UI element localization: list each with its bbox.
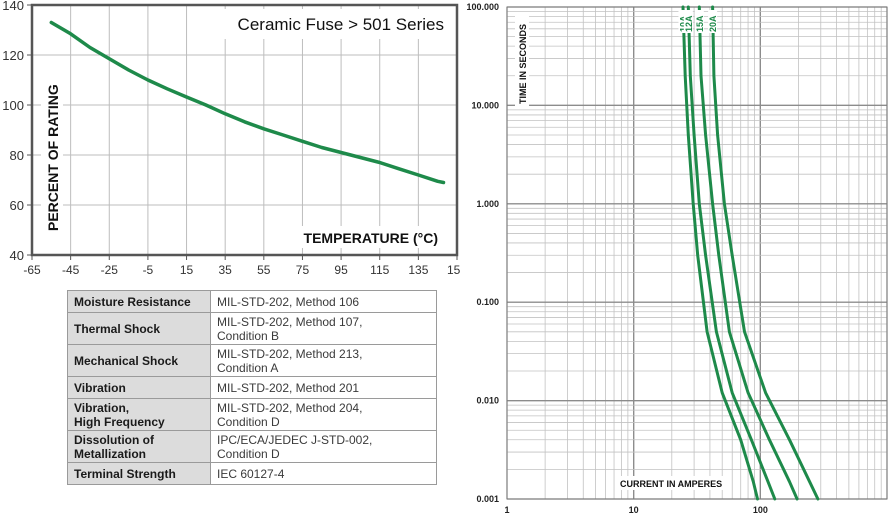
x-tick-label: -45: [62, 263, 80, 277]
row-value: MIL-STD-202, Method 204, Condition D: [210, 398, 437, 431]
y-tick-label: 10.000: [471, 100, 499, 110]
derating-xlabel: TEMPERATURE (°C): [304, 230, 438, 246]
derating-series: [49, 20, 446, 185]
tcc-series-label: 20A: [708, 15, 718, 32]
table-row: Vibration, High Frequency MIL-STD-202, Me…: [67, 398, 437, 431]
tcc-xlabel-box: [616, 476, 730, 490]
x-tick-label: 95: [334, 263, 348, 277]
derating-grid: [31, 4, 458, 256]
y-tick-label: 140: [2, 0, 24, 13]
tcc-ylabel: TIME IN SECONDS: [518, 24, 528, 104]
derating-ticks: -65 -45 -25 -5 15 35 55 75 95 115 135 155 40 60 80 100 1…: [2, 0, 460, 277]
x-tick-label: 15: [180, 263, 194, 277]
tcc-series-label-box: [683, 10, 693, 33]
y-tick-label: 60: [10, 198, 24, 213]
row-value: IPC/ECA/JEDEC J-STD-002, Condition D: [210, 430, 437, 463]
row-value: MIL-STD-202, Method 106: [210, 290, 437, 313]
y-tick-label: 0.010: [476, 396, 499, 406]
tcc-plot-frame: [506, 6, 888, 500]
x-tick-label: 35: [219, 263, 233, 277]
time-current-chart: 1 10 100100.00010.0001.0000.1000.0100.001 …: [466, 2, 888, 515]
x-tick-label: -65: [23, 263, 41, 277]
tcc-xlabel: CURRENT IN AMPERES: [620, 479, 722, 489]
table-row: Dissolution of Metallization IPC/ECA/JEDE…: [67, 430, 437, 463]
derating-title: Ceramic Fuse > 501 Series: [238, 15, 444, 34]
x-tick-label: 75: [296, 263, 310, 277]
tcc-series-label-box: [678, 10, 688, 33]
derating-xlabel-box: [292, 226, 444, 248]
tcc-curve: [686, 5, 777, 501]
y-tick-label: 40: [10, 248, 24, 263]
row-value: MIL-STD-202, Method 201: [210, 376, 437, 399]
tcc-series-label: 10A: [678, 15, 688, 32]
derating-chart: -65 -45 -25 -5 15 35 55 75 95 115 135 155 40 60 80 100 1…: [2, 0, 460, 277]
x-tick-label: 155: [447, 263, 460, 277]
derating-plot-frame: [30, 3, 459, 257]
row-label: Mechanical Shock: [67, 344, 211, 377]
tcc-series-label-box: [708, 10, 718, 33]
tcc-series-label: 15A: [695, 15, 705, 32]
y-tick-label: 80: [10, 148, 24, 163]
x-tick-label: -5: [143, 263, 154, 277]
y-tick-label: 120: [2, 48, 24, 63]
row-value: MIL-STD-202, Method 213, Condition A: [210, 344, 437, 377]
tcc-curve: [697, 5, 799, 501]
tcc-ylabel-box: [515, 15, 529, 107]
derating-curve: [49, 20, 446, 185]
row-value: MIL-STD-202, Method 107, Condition B: [210, 312, 437, 345]
x-tick-label: 1: [504, 505, 509, 515]
environmental-spec-table: Moisture Resistance MIL-STD-202, Method …: [67, 290, 437, 485]
row-label: Thermal Shock: [67, 312, 211, 345]
row-label: Dissolution of Metallization: [67, 430, 211, 463]
table-row: Terminal Strength IEC 60127-4: [67, 462, 437, 485]
y-tick-label: 0.100: [476, 297, 499, 307]
tcc-series-label: 12A: [684, 15, 694, 32]
x-tick-label: 10: [629, 505, 639, 515]
x-tick-label: 100: [753, 505, 768, 515]
x-tick-label: 55: [257, 263, 271, 277]
tcc-curve: [681, 5, 759, 501]
y-tick-label: 100: [2, 98, 24, 113]
y-tick-label: 100.000: [466, 2, 499, 12]
table-row: Mechanical Shock MIL-STD-202, Method 213…: [67, 344, 437, 377]
table-row: Thermal Shock MIL-STD-202, Method 107, Co…: [67, 312, 437, 345]
derating-ylabel: PERCENT OF RATING: [45, 84, 61, 231]
tcc-curve: [711, 5, 820, 501]
y-tick-label: 1.000: [476, 199, 499, 209]
row-value: IEC 60127-4: [210, 462, 437, 485]
row-label: Terminal Strength: [67, 462, 211, 485]
row-label: Moisture Resistance: [67, 290, 211, 313]
row-label: Vibration, High Frequency: [67, 398, 211, 431]
y-tick-label: 0.001: [476, 494, 499, 504]
x-tick-label: -25: [101, 263, 119, 277]
tcc-ticks: 1 10 100 100.000 10.000 1.000 0.100 0.010 0.001: [466, 2, 767, 515]
table-row: Moisture Resistance MIL-STD-202, Method …: [67, 290, 437, 313]
x-tick-label: 115: [370, 263, 389, 277]
x-tick-label: 135: [408, 263, 428, 277]
tcc-series-label-box: [694, 10, 704, 33]
derating-ylabel-box: [41, 70, 63, 238]
derating-title-box: [218, 9, 450, 39]
table-row: Vibration MIL-STD-202, Method 201: [67, 376, 437, 399]
row-label: Vibration: [67, 376, 211, 399]
